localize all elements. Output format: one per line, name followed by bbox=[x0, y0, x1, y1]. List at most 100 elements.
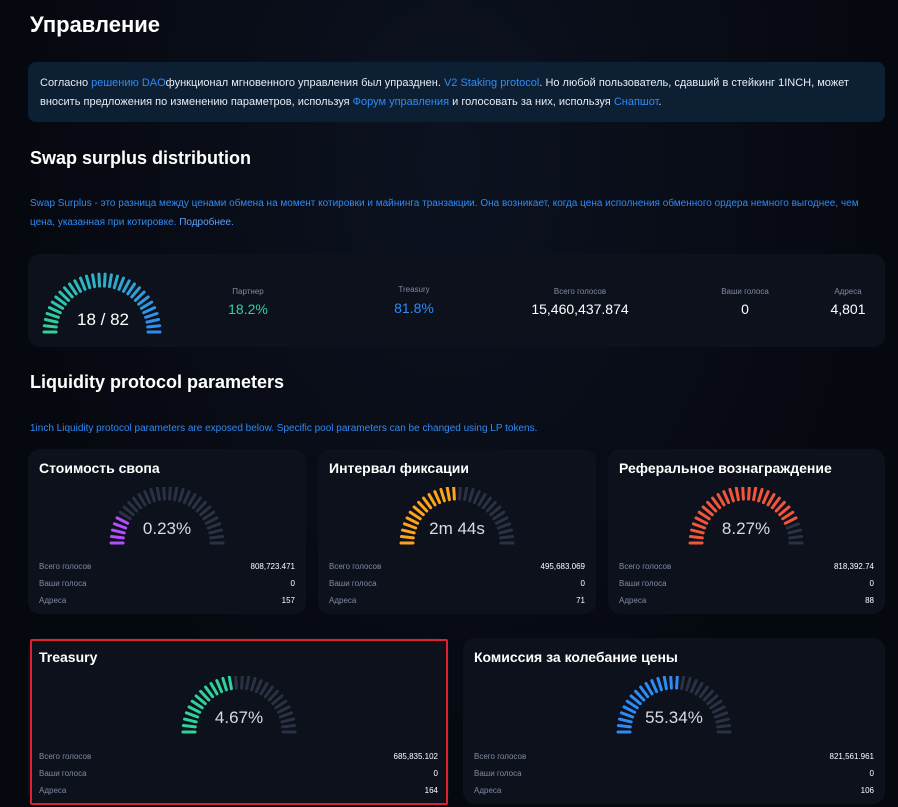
gauge-tick bbox=[91, 273, 97, 289]
gauge-tick bbox=[127, 500, 139, 513]
gauge-tick bbox=[215, 679, 224, 694]
gauge-tick bbox=[785, 522, 801, 530]
gauge-tick bbox=[109, 535, 125, 540]
gauge-tick bbox=[634, 689, 646, 702]
card-gauge bbox=[109, 487, 225, 545]
your-votes-label: Ваши голоса bbox=[39, 769, 87, 778]
stat-partner-label: Партнер bbox=[232, 287, 264, 296]
total-votes-label: Всего голосов bbox=[474, 752, 527, 761]
addresses-label: Адреса bbox=[474, 786, 502, 795]
gauge-tick bbox=[616, 724, 632, 729]
snapshot-link[interactable]: Снапшот bbox=[613, 96, 659, 108]
addresses-value: 71 bbox=[576, 596, 585, 605]
gauge-tick bbox=[133, 290, 146, 302]
card-gauge-value: 0.23% bbox=[142, 519, 192, 538]
gauge-tick bbox=[494, 516, 509, 525]
stat-treasury-value: 81.8% bbox=[394, 300, 434, 316]
gauge-tick bbox=[278, 711, 294, 719]
your-votes-label: Ваши голоса bbox=[39, 579, 87, 588]
gauge-tick bbox=[485, 500, 497, 513]
your-votes-value: 0 bbox=[290, 579, 295, 588]
liquidity-title: Liquidity protocol parameters bbox=[30, 372, 285, 392]
gauge-tick bbox=[168, 487, 172, 501]
card-gauge bbox=[688, 487, 804, 545]
gauge-tick bbox=[468, 487, 475, 503]
your-votes-label: Ваши голоса bbox=[329, 579, 377, 588]
gauge-tick bbox=[178, 487, 185, 503]
gauge-tick bbox=[716, 493, 726, 507]
card-title: Комиссия за колебание цены bbox=[474, 649, 678, 665]
card-treasury: Treasury 4.67% Всего голосов 685,835.102… bbox=[28, 638, 449, 804]
card-gauge-value: 8.27% bbox=[721, 519, 771, 538]
gauge-tick bbox=[711, 705, 726, 714]
card-price-impact-fee: Комиссия за колебание цены 55.34% Всего … bbox=[463, 638, 885, 804]
gauge-tick bbox=[162, 487, 166, 501]
gauge-tick bbox=[112, 274, 119, 290]
stat-addresses-label: Адреса bbox=[834, 287, 862, 296]
gauge-tick bbox=[690, 528, 705, 535]
gauge-tick bbox=[489, 505, 502, 517]
gauge-tick bbox=[103, 272, 107, 288]
staking-protocol-link[interactable]: V2 Staking protocol bbox=[443, 77, 540, 89]
gauge-tick bbox=[702, 689, 714, 702]
gauge-tick bbox=[187, 705, 202, 714]
notice-text-3: . Но любой пользователь, сдавший в стейк… bbox=[40, 77, 849, 108]
swap-surplus-description: Swap Surplus - это разница между ценами … bbox=[30, 194, 885, 232]
gauge-tick bbox=[263, 685, 274, 699]
gauge-tick bbox=[199, 505, 212, 517]
addresses-value: 164 bbox=[424, 786, 438, 795]
gauge-tick bbox=[281, 724, 297, 729]
gauge-tick bbox=[126, 282, 136, 296]
gauge-tick bbox=[181, 724, 197, 729]
total-votes-value: 495,683.069 bbox=[540, 562, 586, 571]
gauge-tick bbox=[417, 500, 429, 513]
gauge-tick bbox=[254, 679, 263, 694]
your-votes-value: 0 bbox=[869, 769, 874, 778]
gauge-tick bbox=[79, 276, 87, 291]
card-referral-reward: Реферальное вознаграждение 8.27% Всего г… bbox=[608, 449, 885, 614]
learn-more-link[interactable]: Подробнее. bbox=[179, 217, 234, 228]
gauge-tick bbox=[97, 272, 101, 288]
gauge-tick bbox=[656, 676, 663, 692]
notice-text-5: . bbox=[658, 96, 662, 108]
swap-surplus-title: Swap surplus distribution bbox=[30, 148, 252, 168]
dao-decision-link[interactable]: решению DAO bbox=[91, 77, 166, 89]
gauge-tick bbox=[184, 711, 200, 719]
addresses-label: Адреса bbox=[619, 596, 647, 605]
gauge-tick bbox=[149, 487, 156, 503]
gauge-tick bbox=[68, 282, 78, 296]
gauge-tick bbox=[194, 694, 207, 706]
gauge-tick bbox=[715, 717, 730, 724]
addresses-value: 88 bbox=[865, 596, 874, 605]
gauge-tick bbox=[122, 279, 131, 293]
gauge-tick bbox=[439, 487, 446, 503]
gauge-tick bbox=[472, 490, 481, 505]
gauge-tick bbox=[118, 510, 132, 521]
gauge-tick bbox=[42, 324, 58, 329]
swap-gauge-value: 18 / 82 bbox=[77, 310, 129, 329]
gauge-tick bbox=[191, 496, 202, 510]
total-votes-label: Всего голосов bbox=[39, 562, 92, 571]
governance-forum-link[interactable]: Форум управления bbox=[352, 96, 450, 108]
gauge-tick bbox=[761, 490, 770, 505]
gauge-tick bbox=[111, 528, 126, 535]
gauge-tick bbox=[274, 699, 288, 710]
gauge-tick bbox=[259, 682, 269, 696]
gauge-tick bbox=[713, 711, 729, 719]
stat-addresses-value: 4,801 bbox=[830, 301, 866, 317]
gauge-tick bbox=[669, 676, 673, 690]
card-gauge bbox=[399, 487, 515, 545]
gauge-tick bbox=[43, 318, 59, 324]
gauge-tick bbox=[492, 510, 506, 521]
stat-partner-value: 18.2% bbox=[228, 301, 268, 317]
swap-desc-text: Swap Surplus - это разница между ценами … bbox=[30, 198, 859, 228]
gauge-tick bbox=[783, 516, 798, 525]
gauge-tick bbox=[139, 300, 154, 310]
gauge-tick bbox=[622, 705, 637, 714]
total-votes-value: 821,561.961 bbox=[829, 752, 875, 761]
gauge-tick bbox=[245, 676, 251, 691]
notice-text-4: и голосовать за них, используя bbox=[449, 96, 614, 108]
gauge-tick bbox=[770, 496, 781, 510]
gauge-tick bbox=[142, 306, 157, 315]
gauge-tick bbox=[405, 516, 420, 525]
